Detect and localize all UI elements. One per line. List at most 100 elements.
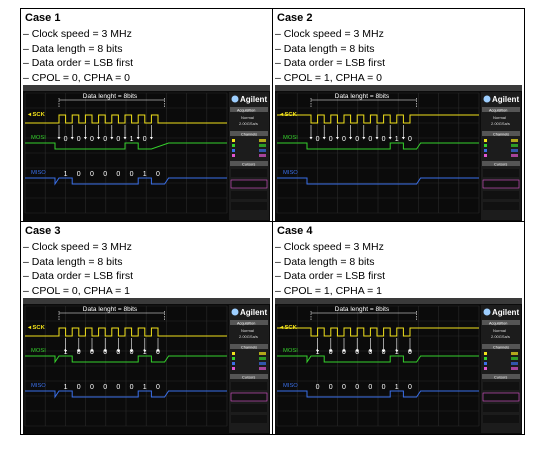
miso-label: MISO [283,383,298,389]
miso-bit-label: 0 [116,171,120,178]
miso-label: MISO [31,170,46,176]
oscilloscope-screenshot: Agilent Acquisition Normal 2.00GSa/s Channel… [23,85,270,221]
panel-rate: 2.00GSa/s [491,121,510,126]
mosi-bit-label: 0 [342,136,346,143]
sck-trace [25,114,227,124]
scope-grid [276,305,480,427]
mosi-bit-label: 0 [143,136,147,143]
mosi-bit-labels: 0 0 0 0 0 1 0 [64,136,147,143]
mosi-bit-label: 0 [408,136,412,143]
mosi-bit-label: 0 [77,349,81,356]
sck-label: ◂ SCK [27,325,46,331]
panel-mode: Normal [493,328,506,333]
mosi-bit-label: 0 [342,349,346,356]
miso-bit-label: 0 [316,384,320,391]
mosi-bit-labels: 0 0 0 0 0 0 1 0 [316,136,412,143]
panel-rate: 2.00GSa/s [239,334,258,339]
miso-bit-label: 1 [395,384,399,391]
mosi-label: MOSI [283,135,298,141]
mosi-bit-label: 0 [116,349,120,356]
panel-cursors-label: Cursors [494,376,507,380]
case-specs: – Clock speed = 3 MHz – Data length = 8 … [275,27,385,85]
scope-status-bar [23,298,270,304]
miso-bit-label: 0 [103,384,107,391]
miso-trace [277,390,479,398]
agilent-logo-icon [483,95,491,103]
data-length-annotation: Data lenght = 8bits [83,306,138,313]
data-length-annotation: Data lenght = 8bits [335,306,390,313]
spec-clock-speed: – Clock speed = 3 MHz [23,28,132,40]
miso-bit-label: 0 [130,171,134,178]
mosi-bit-label: 0 [408,349,412,356]
mosi-bit-labels: 1 0 0 0 0 0 1 0 [316,349,412,356]
mosi-trace [25,355,227,364]
miso-bit-label: 0 [116,384,120,391]
sck-trace [277,114,479,124]
mosi-bit-label: 0 [329,349,333,356]
sample-arrows [57,125,153,140]
mosi-bit-label: 0 [156,349,160,356]
scope-status-bar [275,298,522,304]
mosi-bit-label: 1 [130,136,134,143]
scope-grid [24,92,228,214]
mosi-trace [25,142,227,150]
scope-status-bar [23,85,270,91]
mosi-bit-label: 0 [64,136,68,143]
panel-cursors-label: Cursors [494,163,507,167]
panel-channels-label: Channels [241,346,257,350]
panel-channels-label: Channels [241,133,257,137]
case-specs: – Clock speed = 3 MHz – Data length = 8 … [275,240,385,298]
sck-trace [25,327,227,337]
miso-bit-label: 0 [156,171,160,178]
spec-data-length: – Data length = 8 bits [23,255,123,268]
spec-data-length: – Data length = 8 bits [23,42,123,55]
mosi-trace [277,355,479,364]
sample-arrows [316,338,412,353]
miso-trace [277,177,479,185]
miso-bit-labels: 0 0 0 0 0 0 1 0 [316,384,412,391]
miso-bit-label: 1 [64,171,68,178]
panel-rate: 2.00GSa/s [239,121,258,126]
sample-arrows [64,338,160,353]
miso-bit-label: 0 [342,384,346,391]
case-title: Case 2 [277,12,313,24]
spec-data-order: – Data order = LSB first [275,57,386,70]
mosi-bit-label: 0 [116,136,120,143]
spec-cpol-cpha: – CPOL = 1, CPHA = 1 [275,284,382,297]
mosi-bit-label: 0 [368,136,372,143]
mosi-bit-label: 0 [355,349,359,356]
mosi-bit-label: 0 [316,136,320,143]
oscilloscope-screenshot: Agilent Acquisition Normal 2.00GSa/s Channel… [275,85,522,221]
spec-cpol-cpha: – CPOL = 0, CPHA = 1 [23,284,130,297]
panel-mode: Normal [493,115,506,120]
sck-label: ◂ SCK [279,325,298,331]
spec-data-length: – Data length = 8 bits [275,255,375,268]
miso-bit-label: 0 [156,384,160,391]
mosi-bit-label: 1 [395,136,399,143]
panel-channels-label: Channels [493,133,509,137]
miso-bit-label: 0 [368,384,372,391]
miso-bit-labels: 1 0 0 0 0 0 1 0 [64,171,160,178]
mosi-bit-label: 0 [382,136,386,143]
miso-bit-label: 1 [143,384,147,391]
spec-cpol-cpha: – CPOL = 0, CPHA = 0 [23,71,130,84]
panel-acquisition-label: Acquisition [237,109,255,113]
brand-label: Agilent [240,95,267,104]
agilent-logo-icon [231,308,239,316]
data-length-annotation: Data lenght = 8bits [335,93,390,100]
spec-data-order: – Data order = LSB first [275,270,386,283]
miso-bit-label: 0 [130,384,134,391]
data-length-annotation: Data lenght = 8bits [83,93,138,100]
mosi-label: MOSI [31,348,46,354]
miso-bit-label: 1 [143,171,147,178]
case-title: Case 4 [277,225,313,237]
brand-label: Agilent [240,308,267,317]
mosi-bit-label: 1 [143,349,147,356]
oscilloscope-screenshot: Agilent Acquisition Normal 2.00GSa/s Channel… [275,298,522,434]
mosi-bit-label: 0 [130,349,134,356]
panel-acquisition-label: Acquisition [237,322,255,326]
miso-bit-label: 0 [408,384,412,391]
